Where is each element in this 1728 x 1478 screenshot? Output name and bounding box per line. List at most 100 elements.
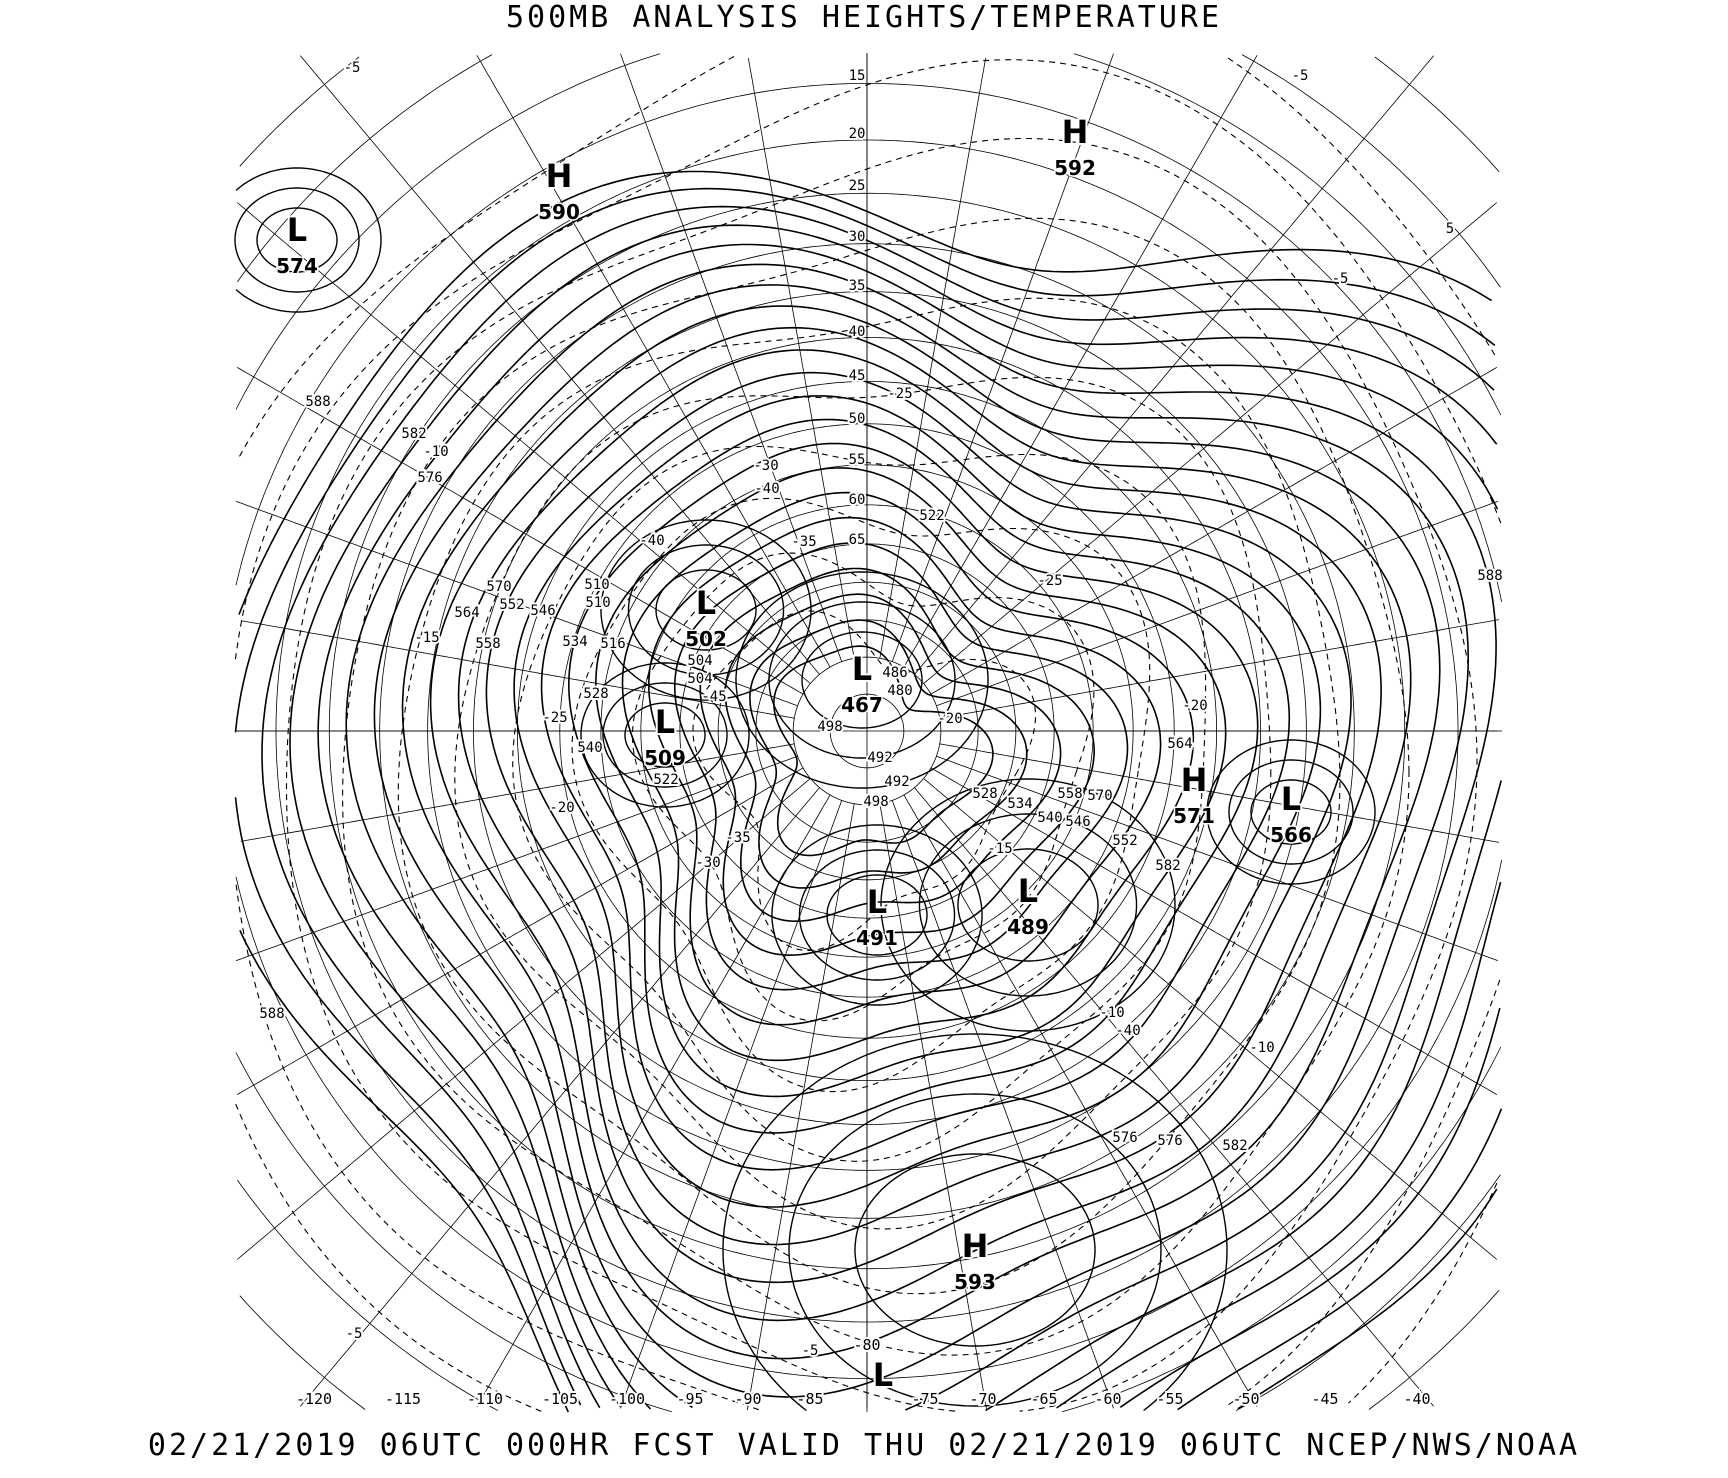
height-contour <box>594 467 1227 1098</box>
height-contour-label: 522 <box>653 772 678 788</box>
temperature-label: -40 <box>639 533 664 549</box>
closed-contour <box>801 631 923 729</box>
temperature-label: -5 <box>1332 271 1349 287</box>
longitude-label: -120 <box>296 1390 332 1408</box>
closed-contour <box>234 187 360 293</box>
height-contour <box>749 619 1028 889</box>
height-contour-label: 528 <box>583 686 608 702</box>
closed-contour <box>854 1153 1096 1347</box>
height-contour <box>773 645 994 857</box>
temperature-label: -5 <box>344 60 361 76</box>
low-pressure-marker: L <box>1281 780 1301 818</box>
longitude-label: -70 <box>969 1390 996 1408</box>
meridian-line <box>299 787 820 1407</box>
closed-contour <box>1228 759 1354 865</box>
latitude-label: 50 <box>849 411 866 427</box>
longitude-label: -50 <box>1232 1390 1259 1408</box>
meridian-line <box>923 778 1498 1260</box>
longitude-label: -65 <box>1030 1390 1057 1408</box>
closed-contour <box>1206 739 1376 885</box>
height-contour-label: 576 <box>417 470 442 486</box>
temperature-label: -5 <box>802 1343 819 1359</box>
temperature-label: -5 <box>346 1326 363 1342</box>
meridian-line <box>235 501 798 707</box>
temperature-label: -20 <box>937 711 962 727</box>
temperature-label: -20 <box>549 800 574 816</box>
longitude-label: -90 <box>734 1390 761 1408</box>
closed-contour <box>798 849 956 981</box>
pressure-center-value: 566 <box>1270 823 1312 847</box>
height-contour <box>621 491 1195 1062</box>
closed-contour <box>722 1033 1228 1412</box>
low-pressure-marker: L <box>1018 872 1038 910</box>
temperature-label: -20 <box>1182 698 1207 714</box>
height-contour <box>457 349 1382 1284</box>
meridian-line <box>936 755 1499 961</box>
longitude-label: -55 <box>1156 1390 1183 1408</box>
longitude-label: -80 <box>853 1336 880 1354</box>
low-pressure-marker: L <box>873 1356 893 1394</box>
temperature-contour <box>342 217 1410 1356</box>
low-pressure-marker: L <box>655 703 675 741</box>
height-contour <box>647 516 1162 1026</box>
temperature-contour <box>234 55 1498 1412</box>
height-contour <box>345 263 1497 1411</box>
closed-contour <box>235 167 382 313</box>
pressure-center-value: 491 <box>856 926 898 950</box>
temperature-contour <box>234 59 1502 1411</box>
temperature-label: -5 <box>1292 68 1309 84</box>
temperature-label: 5 <box>1446 221 1454 237</box>
height-contour-label: 480 <box>887 683 912 699</box>
closed-contour <box>957 848 1099 962</box>
meridian-line <box>879 57 987 659</box>
pressure-center-value: 489 <box>1007 915 1049 939</box>
height-contour-label: 564 <box>454 605 479 621</box>
meridian-line <box>914 55 1435 675</box>
pressure-center-value: 509 <box>644 746 686 770</box>
temperature-label: -35 <box>725 830 750 846</box>
temperature-contour <box>631 552 1095 1022</box>
meridian-line <box>879 803 988 1411</box>
latitude-label: 35 <box>849 278 866 294</box>
latitude-label: 20 <box>849 126 866 142</box>
height-contour-label: 492 <box>867 750 892 766</box>
height-contour-label: 510 <box>584 577 609 593</box>
meridian-line <box>240 743 795 842</box>
meridian-line <box>236 367 804 695</box>
high-pressure-marker: H <box>546 157 573 195</box>
meridian-line <box>236 767 804 1095</box>
meridian-line <box>620 800 843 1409</box>
closed-contour <box>918 813 1138 997</box>
meridian-line <box>620 53 843 662</box>
pressure-center-value: 593 <box>954 1270 996 1294</box>
height-contour-label: 540 <box>1037 810 1062 826</box>
temperature-contour <box>512 445 1207 1162</box>
height-contour-label: 588 <box>259 1006 284 1022</box>
temperature-label: -30 <box>695 855 720 871</box>
latitude-circle <box>239 56 1500 1410</box>
closed-contour <box>735 571 989 789</box>
temperature-contours <box>234 55 1502 1412</box>
longitude-label: -75 <box>911 1390 938 1408</box>
height-contour-label: 546 <box>1065 814 1090 830</box>
height-contour-label: 564 <box>1167 736 1192 752</box>
height-contour-label: 534 <box>1007 796 1032 812</box>
height-contour-label: 486 <box>882 665 907 681</box>
height-contour <box>373 284 1470 1398</box>
longitude-label: -85 <box>796 1390 823 1408</box>
height-contour <box>261 205 1501 1409</box>
meridian-line <box>939 619 1500 719</box>
temperature-label: -15 <box>987 841 1012 857</box>
pressure-center-value: 467 <box>841 693 883 717</box>
latitude-label: 15 <box>849 68 866 84</box>
pressure-center-value: 502 <box>685 627 727 651</box>
longitude-label: -110 <box>467 1390 503 1408</box>
height-contour-label: 588 <box>1477 568 1502 584</box>
temperature-contour <box>454 376 1272 1230</box>
temperature-label: -25 <box>887 386 912 402</box>
height-contour-label: 582 <box>401 426 426 442</box>
closed-contour <box>771 824 983 1006</box>
height-contour-label: 552 <box>1112 833 1137 849</box>
closed-contour <box>602 682 728 788</box>
meridian-line <box>903 794 1258 1407</box>
